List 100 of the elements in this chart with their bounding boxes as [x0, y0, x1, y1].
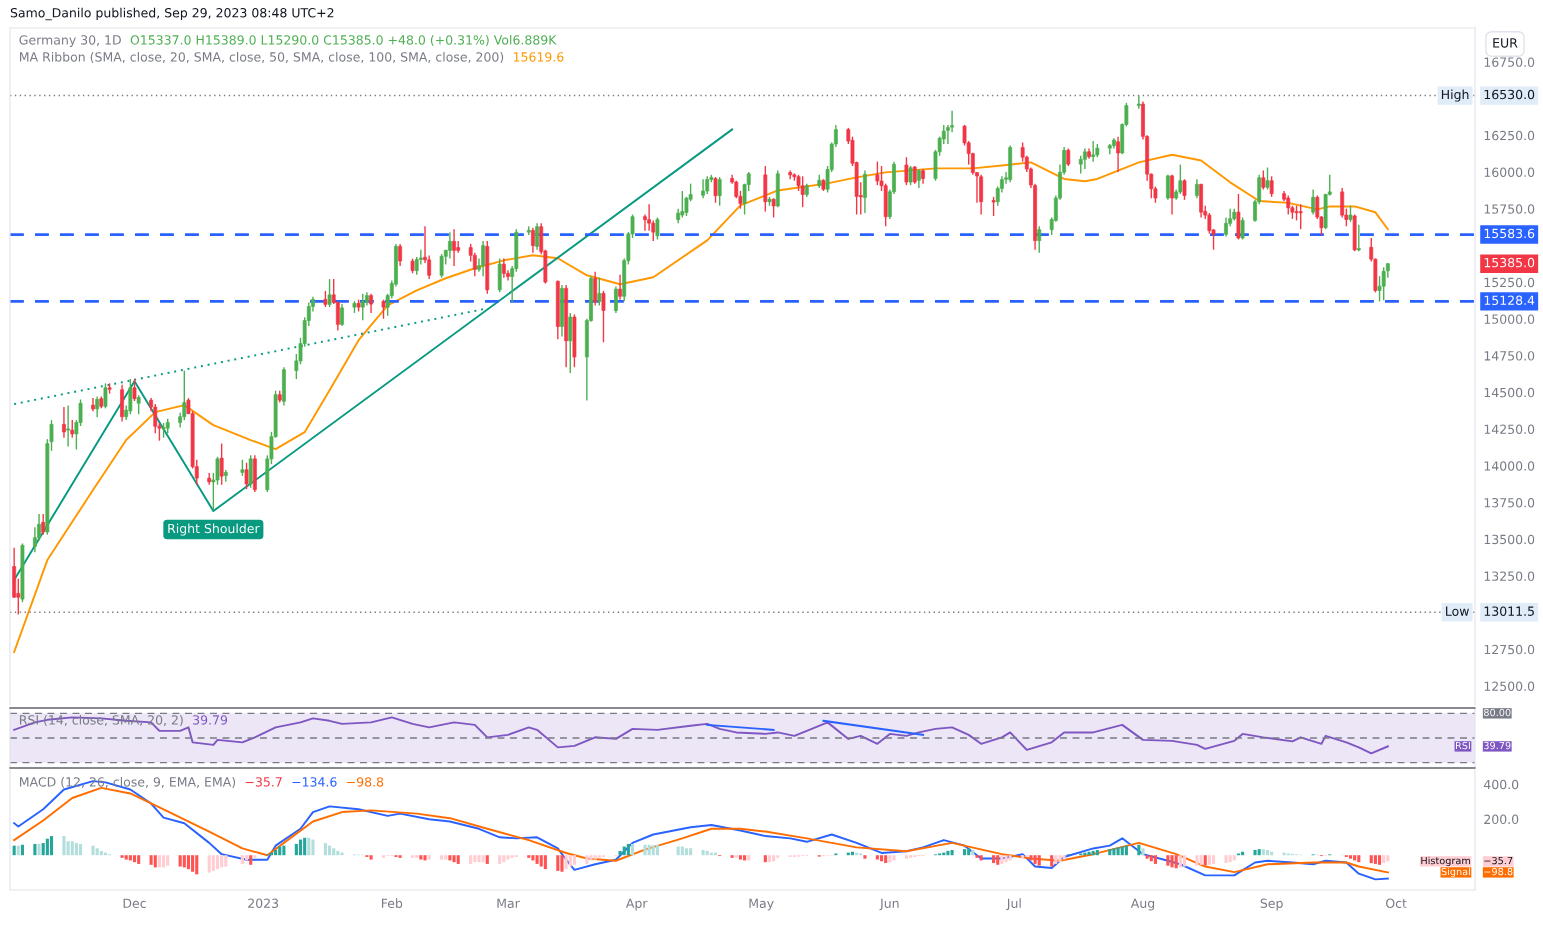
annotation: −35.7	[245, 777, 282, 787]
bar	[485, 855, 489, 864]
bar	[398, 855, 402, 858]
bar	[211, 855, 215, 871]
y-tick-label: 12500.0	[1484, 681, 1535, 691]
x-tick-label: Apr	[625, 898, 648, 911]
bar	[477, 855, 481, 863]
candlestick	[713, 176, 718, 204]
y-tick-label: 16000.0	[1484, 167, 1535, 178]
bar	[1149, 855, 1153, 862]
candlestick	[1136, 94, 1141, 110]
bar	[253, 855, 257, 858]
bar	[767, 855, 772, 863]
bar	[1386, 855, 1390, 862]
bar	[469, 855, 473, 864]
legend-label: RSI	[1455, 741, 1470, 750]
y-tick-label: 15000.0	[1484, 314, 1535, 324]
candlestick	[1381, 266, 1386, 301]
candlestick	[647, 203, 652, 232]
bar	[626, 843, 630, 856]
candlestick	[452, 228, 456, 267]
candlestick	[136, 394, 141, 415]
bar	[419, 855, 423, 860]
y-tick-label: 15128.4	[1484, 295, 1535, 306]
candlestick	[1165, 174, 1170, 201]
bar	[298, 839, 303, 856]
bar	[1195, 855, 1199, 866]
bar	[162, 855, 166, 868]
text: Samo_Danilo published, Sep 29, 2023 08:48 UTC+2	[10, 7, 334, 21]
bar	[423, 855, 427, 861]
bar	[411, 855, 415, 858]
bar	[1348, 855, 1353, 859]
y-tick-label: 13250.0	[1484, 571, 1535, 581]
bar	[556, 855, 560, 871]
candlestick	[369, 293, 373, 314]
annotation: −134.6	[292, 777, 337, 787]
bar	[763, 855, 767, 863]
bar	[1116, 847, 1120, 856]
bar	[91, 845, 95, 856]
bar	[1108, 849, 1112, 856]
bar	[1265, 850, 1270, 856]
bar	[1153, 855, 1157, 864]
candlestick	[916, 168, 921, 189]
bar	[904, 855, 908, 859]
candlestick	[1082, 147, 1087, 170]
candlestick	[360, 293, 365, 321]
bar	[510, 855, 514, 858]
bar	[245, 855, 249, 861]
bar	[1004, 855, 1008, 863]
bar	[12, 845, 16, 856]
bar	[340, 852, 344, 856]
bar	[444, 855, 448, 860]
candlestick	[1269, 175, 1274, 198]
bar	[62, 836, 66, 856]
candlestick	[531, 227, 535, 254]
bar	[967, 848, 971, 856]
candlestick	[1091, 140, 1096, 163]
candlestick	[701, 178, 705, 200]
bar	[1087, 851, 1091, 856]
candlestick	[1265, 166, 1270, 191]
text: MA Ribbon (SMA, close, 20, SMA, close, 50, SMA, close, 100, SMA, close, 200)	[20, 51, 504, 64]
bar	[875, 855, 879, 860]
candlestick	[597, 276, 602, 307]
bar	[1357, 855, 1361, 863]
bar	[1095, 850, 1099, 856]
bar	[1253, 850, 1257, 856]
bar	[369, 855, 373, 860]
bar	[1178, 855, 1182, 868]
bar	[481, 855, 485, 863]
y-tick-label: 13500.0	[1484, 534, 1535, 545]
bar	[440, 855, 444, 860]
bar	[294, 843, 298, 856]
bar	[879, 855, 884, 862]
bar	[473, 855, 477, 863]
candlestick	[908, 165, 913, 186]
bar	[498, 855, 502, 864]
x-tick-label: May	[749, 898, 774, 911]
bar	[1261, 849, 1265, 856]
bar	[195, 855, 199, 875]
bar	[1050, 855, 1054, 867]
bar	[572, 855, 576, 865]
candlestick	[103, 382, 108, 410]
bar	[1062, 855, 1066, 860]
y-tick-label: 15583.6	[1484, 228, 1535, 239]
y-tick-label: 400.0	[1483, 779, 1519, 790]
candlestick	[1340, 187, 1345, 219]
bar	[1211, 855, 1216, 864]
y-tick-label: 15750.0	[1484, 204, 1535, 214]
bar	[381, 855, 386, 858]
bar	[560, 855, 564, 872]
y-tick-label: 14250.0	[1484, 424, 1535, 435]
bar	[979, 855, 983, 861]
candlestick	[223, 469, 228, 483]
bar	[701, 850, 705, 856]
bar	[884, 855, 888, 864]
bar	[182, 855, 186, 868]
candlestick	[863, 169, 867, 214]
bar	[1058, 855, 1062, 863]
x-tick-label: Mar	[497, 898, 520, 909]
bar	[539, 855, 543, 867]
